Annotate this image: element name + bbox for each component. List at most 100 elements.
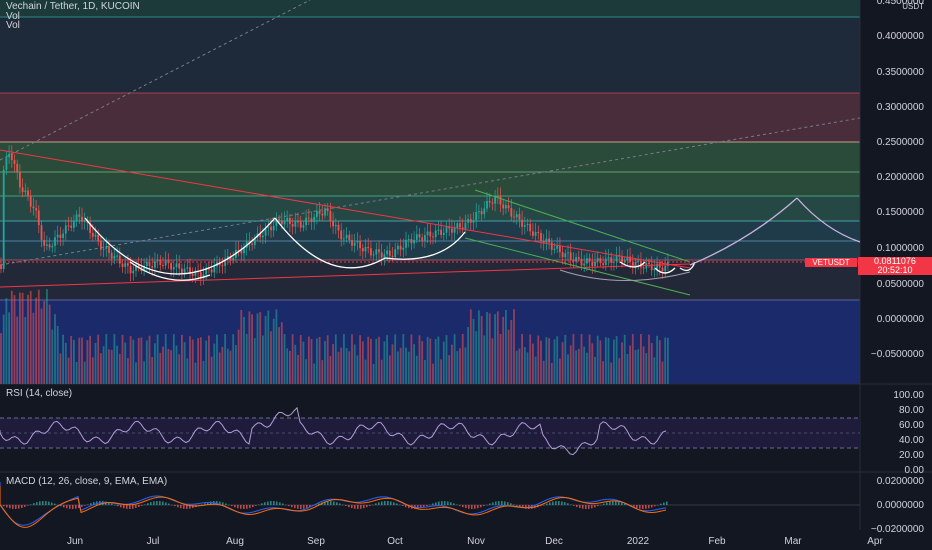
candle-body	[583, 263, 586, 266]
volume-bar	[94, 342, 97, 384]
volume-bar	[507, 329, 510, 384]
green-channel-bottom	[464, 237, 691, 296]
macd-histogram	[351, 505, 353, 509]
candle-body	[569, 252, 572, 260]
volume-bar	[113, 334, 116, 384]
rsi-axis-label: 80.00	[898, 405, 924, 416]
candle-body	[650, 264, 653, 271]
macd-histogram	[186, 505, 188, 509]
rsi-axis-label: 40.00	[898, 435, 924, 446]
candle-body	[24, 190, 27, 192]
candle-body	[502, 204, 505, 209]
volume-bar	[353, 344, 356, 384]
price-axis-label: 0.3000000	[876, 102, 924, 113]
candle-body	[264, 227, 267, 236]
candle-body	[623, 260, 626, 263]
candle-body	[496, 196, 499, 198]
volume-bar	[62, 334, 64, 384]
volume-bar	[491, 338, 494, 384]
candle-body	[108, 246, 110, 253]
macd-histogram	[156, 501, 158, 505]
volume-bar	[10, 290, 13, 384]
volume-bar	[118, 353, 121, 384]
candle-body	[313, 216, 316, 223]
candle-body	[148, 261, 151, 267]
candle-body	[243, 247, 245, 254]
macd-histogram	[513, 504, 515, 506]
candle-body	[394, 249, 397, 257]
macd-histogram	[150, 502, 152, 505]
candle-body	[305, 217, 307, 226]
macd-histogram	[225, 503, 227, 505]
volume-bar	[445, 335, 448, 384]
candle-body	[73, 220, 75, 228]
volume-bar	[588, 334, 591, 384]
volume-bar	[480, 315, 483, 384]
volume-bar	[59, 353, 62, 384]
candle-body	[386, 250, 388, 255]
green-channel-top	[474, 189, 691, 263]
candle-body	[415, 234, 418, 240]
volume-bar	[488, 313, 491, 384]
macd-histogram	[66, 505, 68, 509]
zone-green	[0, 142, 860, 196]
candle-body	[653, 268, 656, 271]
volume-bar	[286, 348, 289, 384]
volume-bar	[429, 338, 432, 384]
candle-body	[561, 252, 564, 258]
candle-body	[46, 244, 48, 246]
volume-bar	[191, 339, 194, 384]
volume-bar	[291, 334, 294, 384]
volume-bar	[410, 334, 413, 384]
candle-body	[588, 258, 591, 262]
volume-bar	[545, 337, 548, 384]
macd-histogram	[342, 504, 344, 506]
rsi-axis-label: 60.00	[898, 420, 924, 431]
macd-histogram	[441, 501, 443, 505]
candle-body	[286, 217, 289, 221]
macd-histogram	[468, 505, 470, 509]
macd-histogram	[6, 505, 8, 508]
macd-histogram	[207, 502, 209, 505]
candle-body	[202, 274, 205, 279]
macd-histogram	[267, 501, 269, 505]
dotted-trend	[0, 0, 311, 161]
macd-histogram	[27, 505, 29, 506]
volume-bar	[302, 341, 305, 384]
candle-body	[410, 239, 413, 244]
macd-histogram	[204, 503, 206, 505]
volume-bar	[245, 333, 248, 384]
volume-bar	[78, 337, 81, 384]
volume-bar	[129, 336, 132, 384]
volume-bar	[135, 362, 137, 384]
candle-body	[372, 254, 375, 256]
volume-bar	[518, 348, 521, 384]
macd-histogram	[354, 505, 356, 509]
candle-body	[445, 226, 448, 233]
candle-body	[575, 257, 577, 262]
volume-bar	[602, 361, 604, 384]
candle-body	[78, 214, 81, 217]
volume-bar	[172, 334, 175, 384]
volume-bar	[83, 361, 86, 384]
macd-histogram	[555, 501, 557, 505]
candle-body	[191, 273, 194, 276]
volume-bar	[348, 351, 351, 384]
volume-bar	[100, 353, 102, 384]
macd-histogram	[516, 505, 518, 506]
candle-body	[629, 256, 631, 262]
candle-body	[567, 252, 569, 254]
macd-histogram	[162, 501, 164, 505]
macd-histogram	[12, 505, 14, 509]
candle-body	[37, 210, 40, 226]
macd-histogram	[30, 504, 32, 505]
volume-bar	[151, 357, 154, 384]
candle-body	[426, 231, 429, 236]
candle-body	[432, 236, 434, 238]
candle-body	[164, 260, 167, 266]
volume-bar	[97, 334, 100, 384]
macd-histogram	[453, 503, 455, 505]
volume-bar	[415, 355, 418, 384]
macd-histogram	[504, 501, 506, 505]
